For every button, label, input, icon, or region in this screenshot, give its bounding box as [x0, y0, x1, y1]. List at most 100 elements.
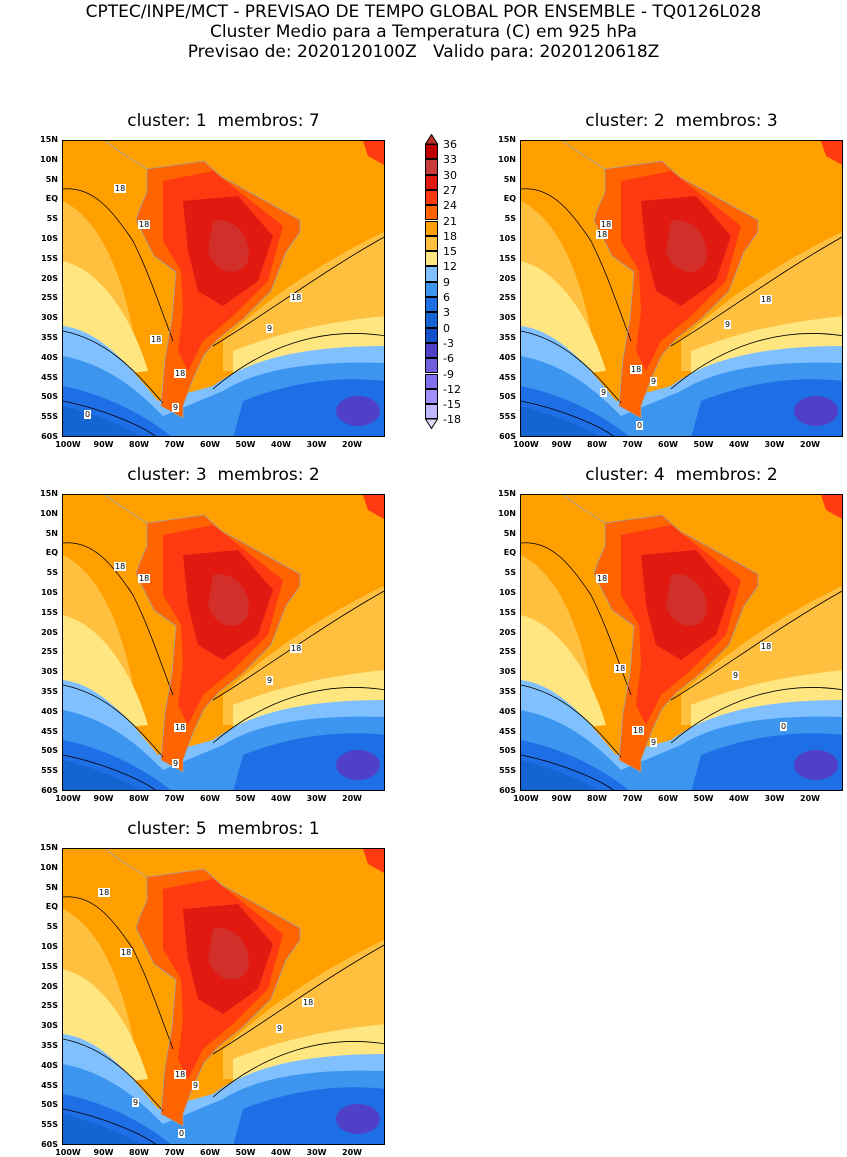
lat-tick-label: 5N: [45, 174, 58, 184]
lat-tick-label: 15S: [499, 607, 516, 617]
contour-label: 9: [600, 388, 608, 397]
lon-tick-label: 40W: [729, 440, 749, 449]
lat-tick-label: 45S: [41, 726, 58, 736]
contour-label: 18: [760, 642, 773, 651]
lat-tick-label: 40S: [499, 706, 516, 716]
colorbar-label: 0: [443, 321, 450, 335]
colorbar-label: 30: [443, 168, 457, 182]
lat-tick-label: 50S: [499, 746, 516, 756]
lat-tick-label: 30S: [41, 667, 58, 677]
lon-tick-label: 30W: [306, 1148, 327, 1157]
lon-tick-label: 20W: [800, 440, 820, 449]
lat-tick-label: 30S: [41, 313, 58, 323]
contour-label: 18: [290, 293, 303, 302]
lat-tick-label: 15N: [40, 489, 58, 498]
lat-tick-label: 20S: [499, 627, 516, 637]
lat-tick-label: 50S: [499, 392, 516, 402]
lon-tick-label: 100W: [55, 440, 81, 449]
contour-label: 18: [600, 220, 613, 229]
lat-tick-label: 5S: [46, 568, 58, 578]
colorbar-swatch: [425, 342, 438, 359]
lat-tick-label: 15N: [498, 489, 516, 498]
cluster-panel-2: cluster: 2 membros: 3 15N 10N 5N EQ 5S 10S 15S…: [498, 111, 843, 449]
lon-tick-label: 90W: [551, 794, 572, 803]
colorbar-swatch: [425, 404, 438, 420]
figure-subtitle: Cluster Medio para a Temperatura (C) em …: [210, 22, 637, 42]
lat-tick-label: EQ: [45, 194, 58, 204]
colorbar-swatch: [425, 297, 438, 313]
lon-tick-label: 70W: [164, 794, 185, 803]
colorbar-label: 27: [443, 183, 457, 197]
lat-tick-label: 45S: [499, 372, 516, 382]
cluster-panel-1: cluster: 1 membros: 7 15N 10N 5N EQ 5S 10S 15S…: [40, 111, 385, 449]
lon-tick-label: 50W: [693, 440, 714, 449]
lat-tick-label: 30S: [41, 1021, 58, 1031]
forecast-dates: Previsao de: 2020120100Z Valido para: 20…: [187, 42, 660, 62]
lat-tick-label: 10N: [498, 508, 516, 518]
colorbar-label: 9: [443, 275, 450, 289]
lon-tick-label: 100W: [513, 794, 539, 803]
lat-tick-label: 35S: [499, 687, 516, 696]
lon-tick-label: 60W: [200, 440, 220, 449]
colorbar-min-arrow: [425, 419, 438, 430]
lat-tick-label: 50S: [41, 392, 58, 402]
panel-title: cluster: 4 membros: 2: [585, 465, 778, 485]
lat-tick-label: 40S: [41, 706, 58, 716]
panel-title: cluster: 3 membros: 2: [127, 465, 320, 485]
lat-tick-label: 25S: [41, 647, 58, 657]
lat-tick-label: 50S: [41, 746, 58, 756]
lon-tick-label: 80W: [587, 440, 607, 449]
lat-tick-label: 15S: [499, 253, 516, 263]
contour-label: 18: [174, 369, 187, 378]
lon-tick-label: 80W: [129, 440, 149, 449]
lat-tick-label: 50S: [41, 1100, 58, 1110]
lon-tick-label: 60W: [200, 794, 220, 803]
lat-tick-label: 25S: [499, 293, 516, 303]
colorbar-label: -18: [443, 413, 461, 427]
contour-label: 9: [266, 676, 274, 685]
temperature-map: [62, 848, 385, 1145]
lon-tick-label: 80W: [129, 1148, 149, 1157]
colorbar-label: 21: [443, 214, 457, 228]
lat-tick-label: 40S: [41, 352, 58, 362]
lon-tick-label: 40W: [729, 794, 749, 803]
colorbar-swatch: [425, 266, 438, 282]
contour-label: 9: [276, 1024, 284, 1033]
contour-label: 9: [724, 320, 732, 329]
colorbar-swatch: [425, 327, 438, 343]
contour-label: 18: [174, 723, 187, 732]
lon-tick-label: 50W: [235, 794, 256, 803]
lat-tick-label: 5S: [504, 214, 516, 224]
contour-label: 18: [138, 574, 151, 583]
colorbar-label: 36: [443, 138, 457, 151]
contour-label: 18: [302, 998, 315, 1007]
contour-label: 18: [174, 1070, 187, 1079]
lat-tick-label: 10N: [40, 862, 58, 872]
contour-label: 0: [84, 410, 92, 419]
lat-tick-label: 15S: [41, 253, 58, 263]
lat-tick-label: 55S: [499, 412, 516, 422]
lat-tick-label: 60S: [499, 432, 516, 441]
colorbar-swatch: [425, 388, 438, 405]
lon-tick-label: 70W: [164, 440, 185, 449]
lon-tick-label: 40W: [271, 794, 291, 803]
lat-tick-label: 15S: [41, 607, 58, 617]
lat-tick-label: 35S: [41, 687, 58, 696]
contour-label: 18: [114, 184, 127, 193]
lat-tick-label: 5N: [45, 528, 58, 538]
contour-label: 9: [192, 1081, 200, 1090]
lat-tick-label: 60S: [41, 786, 58, 795]
lat-tick-label: 5S: [504, 568, 516, 578]
lat-tick-label: 5S: [46, 214, 58, 224]
contour-label: 9: [732, 671, 740, 680]
lat-tick-label: EQ: [503, 194, 516, 204]
colorbar-swatch: [425, 189, 438, 206]
contour-label: 18: [120, 948, 133, 957]
colorbar-label: 18: [443, 229, 457, 243]
lat-tick-label: EQ: [45, 902, 58, 912]
lon-tick-label: 60W: [658, 794, 678, 803]
contour-label: 18: [614, 664, 627, 673]
colorbar-swatch: [425, 312, 438, 328]
lat-tick-label: 55S: [41, 412, 58, 422]
